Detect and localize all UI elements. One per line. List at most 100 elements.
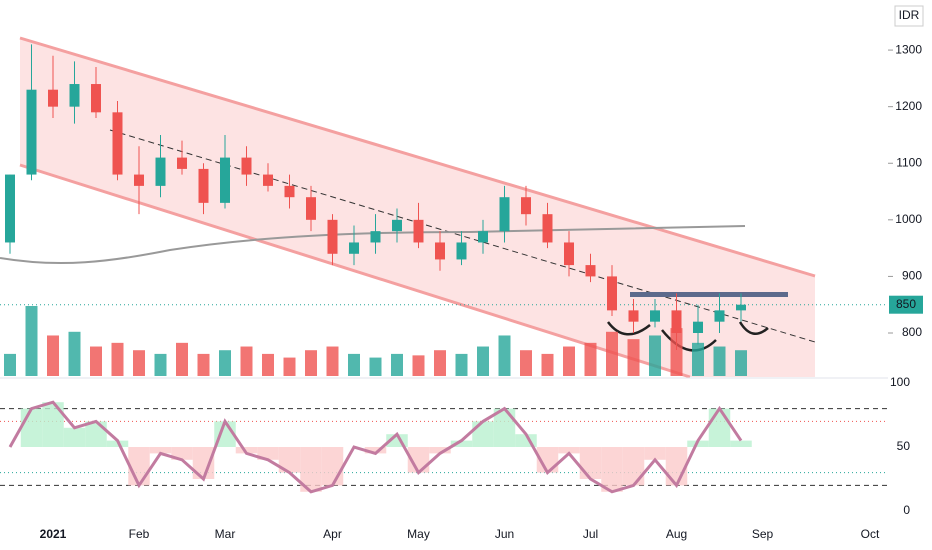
candle-body: [628, 310, 639, 322]
candle-body: [263, 174, 273, 186]
osc-tick-label: 0: [903, 503, 910, 517]
candle-body: [26, 89, 37, 175]
x-tick-label: 2021: [40, 527, 67, 541]
candle-body: [671, 310, 682, 333]
volume-bar: [649, 335, 661, 376]
y-tick-label: 900: [902, 269, 922, 283]
volume-bar: [584, 342, 597, 376]
osc-fill: [450, 440, 473, 447]
candle-body: [91, 84, 101, 113]
volume-bar: [90, 346, 102, 376]
x-tick-label: Oct: [861, 527, 880, 541]
candle-body: [198, 168, 209, 203]
candle-body: [693, 321, 703, 333]
currency: IDR: [899, 8, 920, 22]
volume-bar: [434, 350, 446, 376]
candle-body: [478, 231, 488, 243]
volume-bar: [713, 346, 726, 376]
candle-body: [241, 157, 252, 175]
candle-body: [456, 242, 467, 260]
volume-bar: [197, 353, 210, 376]
volume-bar: [391, 353, 403, 376]
volume-bar: [735, 350, 747, 376]
osc-fill: [42, 402, 64, 447]
osc-fill: [665, 447, 688, 486]
candle-body: [349, 242, 359, 254]
volume-bar: [369, 357, 382, 376]
osc-fill: [579, 447, 602, 479]
volume-bar: [25, 306, 38, 376]
osc-fill: [85, 421, 107, 447]
channel-lower: [19, 163, 691, 379]
osc-fill: [730, 440, 752, 447]
last-price-box: [889, 295, 923, 314]
osc-fill: [235, 447, 258, 454]
volume-bar: [455, 353, 468, 376]
volume-bar: [348, 353, 360, 376]
x-tick-label: Feb: [129, 527, 150, 541]
candle-body: [392, 219, 402, 232]
candle-body: [564, 242, 574, 266]
osc-fill: [558, 447, 580, 454]
x-tick-label: Apr: [323, 527, 342, 541]
volume-bar: [520, 350, 532, 376]
osc-fill: [429, 447, 451, 454]
volume-bar: [563, 346, 575, 376]
osc-tick-label: 100: [890, 375, 910, 389]
y-tick-label: 1000: [895, 212, 922, 226]
y-tick-label: 1200: [895, 99, 922, 113]
volume-bar: [498, 335, 511, 376]
volume-bar: [305, 350, 317, 376]
osc-fill: [149, 447, 172, 454]
osc-fill: [472, 421, 494, 447]
candle-body: [5, 174, 15, 243]
osc-fill: [278, 447, 301, 473]
currency-box: [894, 5, 924, 27]
x-tick-label: Aug: [666, 527, 687, 541]
candle-body: [220, 157, 230, 203]
osc-fill: [644, 447, 666, 460]
osc-fill: [63, 427, 86, 447]
volume-bar: [47, 335, 59, 376]
candle-body: [327, 219, 338, 254]
candle-body: [499, 197, 510, 232]
candle-body: [736, 304, 746, 311]
candle-body: [134, 174, 144, 186]
osc-fill: [128, 447, 150, 486]
osc-fill: [171, 447, 193, 460]
osc-fill: [622, 447, 645, 486]
x-tick-label: Jul: [583, 527, 598, 541]
candle-body: [48, 89, 58, 107]
volume-bar: [111, 342, 124, 376]
volume-bar: [541, 353, 554, 376]
pattern-arc: [606, 321, 769, 352]
candle-body: [542, 214, 553, 243]
candle-body: [69, 84, 80, 107]
volume-bar: [283, 357, 296, 376]
candle-body: [177, 157, 187, 169]
volume-bar: [326, 346, 339, 376]
x-tick-label: Mar: [215, 527, 236, 541]
last-price-label: 850: [896, 297, 916, 311]
candle-body: [435, 242, 445, 260]
osc-fill: [20, 408, 43, 447]
volume-bar: [68, 331, 81, 376]
y-tick-label: 800: [902, 325, 922, 339]
candle-body: [585, 265, 596, 277]
candle-body: [155, 157, 166, 186]
osc-fill: [257, 447, 279, 460]
volume-bar: [627, 339, 640, 376]
volume-bar: [154, 353, 167, 376]
volume-bar: [477, 346, 489, 376]
candle-body: [284, 185, 295, 198]
osc-fill: [708, 408, 731, 447]
osc-fill: [601, 447, 623, 492]
neckline: [630, 292, 788, 297]
candle-body: [306, 197, 316, 220]
candle-body: [714, 310, 725, 322]
volume-bar: [133, 350, 145, 376]
volume-bar: [4, 353, 16, 376]
candle-body: [650, 310, 660, 322]
